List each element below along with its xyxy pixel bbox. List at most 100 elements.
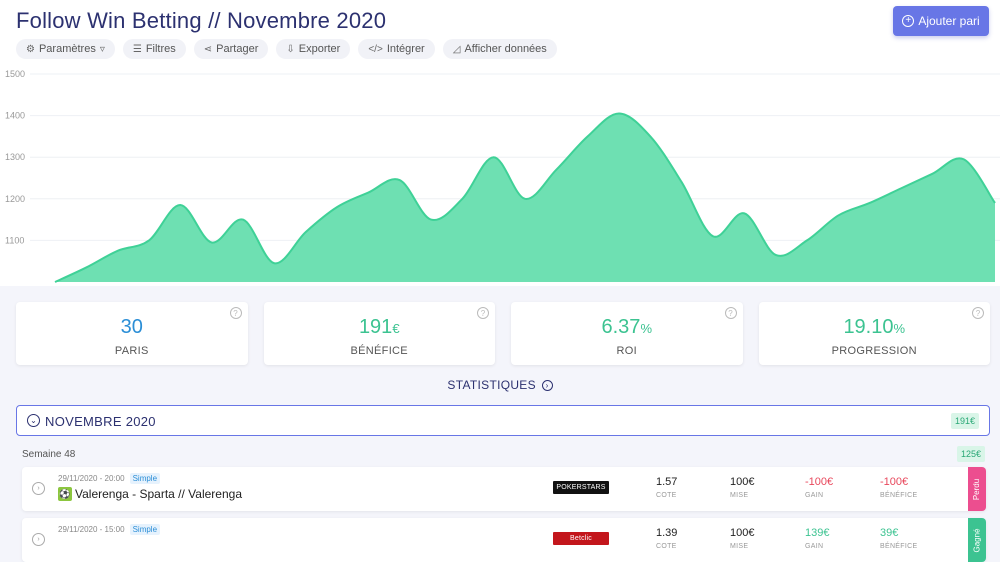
bet-stake: 100€ MISE — [730, 476, 754, 499]
stat-value: 30 — [16, 316, 248, 339]
settings-label: Paramètres — [38, 43, 96, 55]
status-label: Gagné — [972, 527, 982, 553]
bet-date: 29/11/2020 - 15:00 — [58, 525, 125, 534]
stat-number: 30 — [120, 316, 143, 338]
gain-value: -100€ — [805, 476, 834, 488]
y-tick-label: 1400 — [5, 111, 25, 121]
odds-label: COTE — [656, 492, 677, 499]
profit-label: BÉNÉFICE — [880, 492, 918, 499]
bet-gain: 139€ GAIN — [805, 527, 829, 550]
area-chart-icon: ◿ — [452, 43, 461, 55]
bookmaker-logo: POKERSTARS — [553, 481, 609, 494]
stat-label: PROGRESSION — [831, 345, 917, 357]
toolbar: ⚙ Paramètres ▿ ☰ Filtres ⋖ Partager ⇩ Ex… — [16, 39, 557, 59]
embed-button[interactable]: </> Intégrer — [358, 39, 435, 59]
bet-row[interactable]: › 29/11/2020 - 15:00 Simple Betclic 1.39… — [22, 518, 986, 562]
download-icon: ⇩ — [286, 43, 295, 55]
bankroll-area — [55, 113, 995, 282]
bet-type-badge: Simple — [129, 473, 161, 484]
bet-gain: -100€ GAIN — [805, 476, 833, 499]
bet-status-lost: Perdu — [968, 467, 986, 511]
stat-card-progression: ? 19.10% PROGRESSION — [758, 302, 991, 365]
stat-value: 19.10% — [759, 316, 991, 339]
bet-profit: 39€ BÉNÉFICE — [880, 527, 917, 550]
chevron-down-icon: ⌄ — [27, 414, 40, 427]
help-icon[interactable]: ? — [229, 307, 242, 319]
stat-unit: % — [893, 321, 906, 336]
export-label: Exporter — [298, 43, 341, 55]
chevron-right-icon: › — [541, 380, 553, 392]
stat-card-roi: ? 6.37% ROI — [511, 302, 743, 365]
bookmaker-name: Betclic — [569, 535, 593, 542]
sport-logo-icon: ⚽ — [58, 487, 72, 501]
share-button[interactable]: ⋖ Partager — [193, 39, 269, 59]
y-tick-label: 1300 — [5, 152, 25, 162]
bookmaker-name: POKERSTARS — [556, 484, 606, 491]
help-icon[interactable]: ? — [972, 307, 984, 319]
stake-value: 100€ — [730, 476, 755, 488]
filters-label: Filtres — [145, 43, 176, 55]
stat-number: 6.37 — [601, 316, 641, 338]
expand-icon[interactable]: › — [32, 533, 45, 546]
plus-circle-icon: + — [902, 15, 915, 27]
bankroll-chart-svg: 1500 1400 1300 1200 1100 — [5, 69, 1000, 283]
stake-label: MISE — [730, 492, 749, 499]
share-label: Partager — [216, 43, 259, 55]
stat-label: BÉNÉFICE — [350, 345, 408, 357]
statistics-label: STATISTIQUES — [447, 378, 536, 392]
embed-label: Intégrer — [386, 43, 425, 55]
stat-value: 191€ — [264, 316, 496, 339]
bet-date: 29/11/2020 - 20:00 — [58, 474, 125, 483]
help-icon[interactable]: ? — [477, 307, 489, 319]
month-profit-badge: 191€ — [950, 413, 979, 429]
settings-button[interactable]: ⚙ Paramètres ▿ — [16, 39, 115, 59]
stake-value: 100€ — [730, 527, 755, 539]
bet-meta: 29/11/2020 - 15:00 Simple — [58, 524, 161, 535]
add-bet-button[interactable]: + Ajouter pari — [893, 6, 989, 36]
chevron-down-icon: ▿ — [99, 43, 105, 55]
bet-odds: 1.39 COTE — [656, 527, 677, 550]
stat-value: 6.37% — [511, 316, 743, 339]
y-tick-label: 1200 — [5, 194, 25, 204]
page-header: Follow Win Betting // Novembre 2020 + Aj… — [0, 0, 1000, 66]
filters-button[interactable]: ☰ Filtres — [122, 39, 186, 59]
profit-value: 39€ — [880, 527, 899, 539]
stake-label: MISE — [730, 543, 749, 550]
stat-number: 191 — [358, 316, 393, 338]
bet-odds: 1.57 COTE — [656, 476, 677, 499]
bankroll-chart: 1500 1400 1300 1200 1100 — [0, 66, 1000, 286]
y-tick-label: 1500 — [5, 69, 25, 79]
page-title: Follow Win Betting // Novembre 2020 — [16, 8, 387, 33]
gain-label: GAIN — [805, 543, 824, 550]
profit-label: BÉNÉFICE — [880, 543, 918, 550]
stat-unit: € — [392, 321, 400, 336]
gears-icon: ⚙ — [26, 43, 35, 55]
stat-number: 19.10 — [843, 316, 894, 338]
bankroll-line — [54, 112, 996, 283]
help-icon[interactable]: ? — [724, 307, 737, 319]
show-data-button[interactable]: ◿ Afficher données — [442, 39, 557, 59]
bet-match: ⚽ Valerenga - Sparta // Valerenga — [58, 487, 242, 501]
bet-stake: 100€ MISE — [730, 527, 754, 550]
bet-status-won: Gagné — [968, 518, 986, 562]
stat-unit: % — [640, 321, 652, 336]
stats-row: ? 30 PARIS ? 191€ BÉNÉFICE ? 6.37% ROI ?… — [16, 302, 990, 365]
show-data-label: Afficher données — [464, 43, 547, 55]
gain-value: 139€ — [805, 527, 830, 539]
odds-value: 1.39 — [656, 527, 678, 539]
bet-meta: 29/11/2020 - 20:00 Simple — [58, 473, 161, 484]
month-label: NOVEMBRE 2020 — [45, 414, 156, 429]
bet-profit: -100€ BÉNÉFICE — [880, 476, 917, 499]
expand-icon[interactable]: › — [32, 482, 45, 495]
code-icon: </> — [368, 43, 383, 55]
bet-row[interactable]: › 29/11/2020 - 20:00 Simple ⚽ Valerenga … — [22, 467, 986, 511]
status-label: Perdu — [972, 478, 982, 500]
stat-card-profit: ? 191€ BÉNÉFICE — [263, 302, 496, 365]
month-header[interactable]: ⌄ NOVEMBRE 2020 191€ — [16, 405, 990, 436]
odds-label: COTE — [656, 543, 677, 550]
export-button[interactable]: ⇩ Exporter — [276, 39, 351, 59]
bet-match-label: Valerenga - Sparta // Valerenga — [75, 487, 242, 501]
statistics-link[interactable]: STATISTIQUES › — [0, 378, 1000, 392]
y-tick-label: 1100 — [5, 235, 24, 245]
add-bet-label: Ajouter pari — [918, 14, 980, 28]
